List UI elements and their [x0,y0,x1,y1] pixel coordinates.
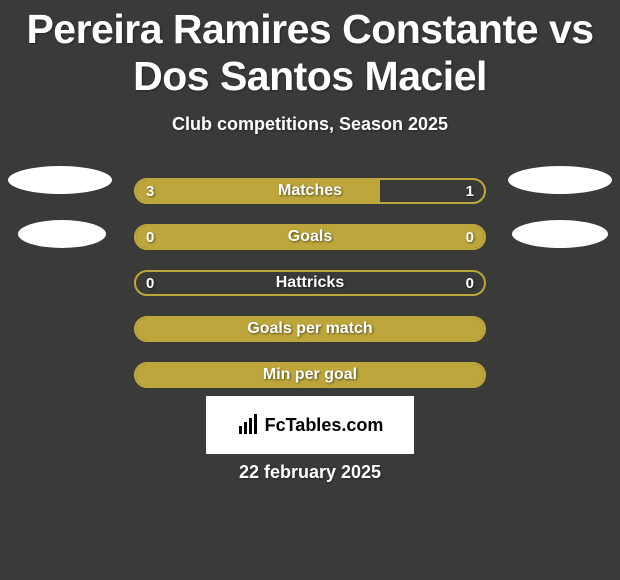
player-oval [508,166,612,194]
logo-text: FcTables.com [265,415,384,436]
stat-label: Goals [136,226,484,248]
player-oval [512,220,608,248]
player-oval [8,166,112,194]
date-label: 22 february 2025 [0,462,620,483]
logo-content: FcTables.com [237,414,384,436]
player-oval [18,220,106,248]
stat-row: Goals per match [0,306,620,352]
stat-bar: 00Hattricks [134,270,486,296]
stat-row: 00Hattricks [0,260,620,306]
stat-label: Goals per match [136,318,484,340]
stat-bar: 31Matches [134,178,486,204]
stat-bar: 00Goals [134,224,486,250]
subtitle: Club competitions, Season 2025 [0,114,620,135]
stat-bar: Min per goal [134,362,486,388]
stat-label: Min per goal [136,364,484,386]
stat-rows: 31Matches 00Goals 00Hattricks Goals per mat… [0,168,620,398]
stat-bar: Goals per match [134,316,486,342]
chart-icon [237,414,261,436]
page-title: Pereira Ramires Constante vs Dos Santos … [0,0,620,100]
stat-label: Matches [136,180,484,202]
logo-box: FcTables.com [206,396,414,454]
stat-label: Hattricks [136,272,484,294]
stat-row: Min per goal [0,352,620,398]
